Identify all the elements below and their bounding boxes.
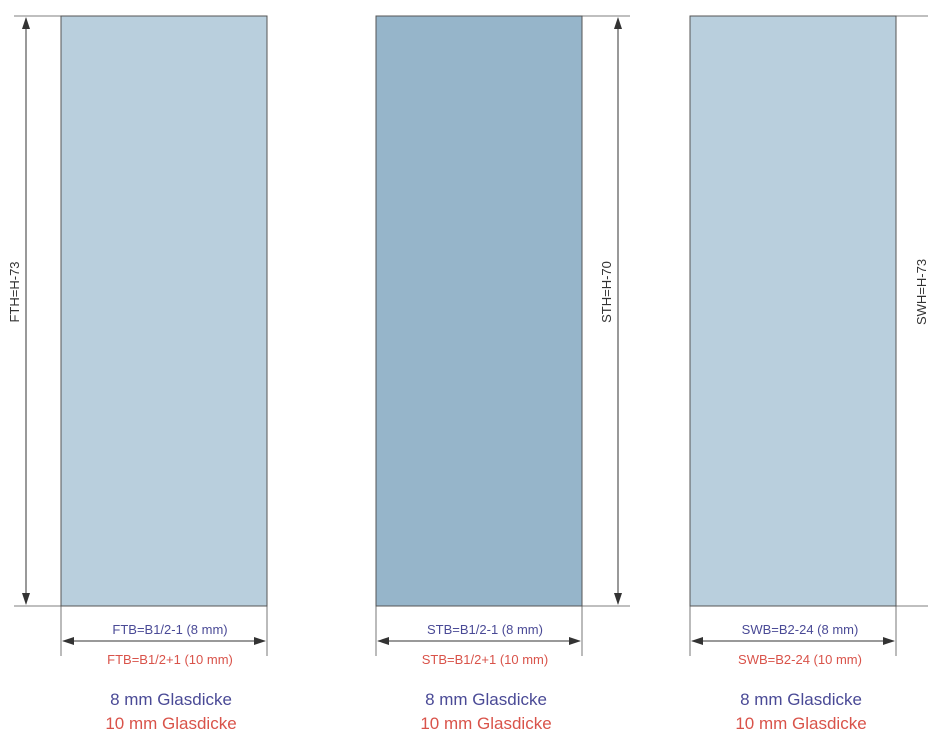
caption-10mm: 10 mm Glasdicke (420, 714, 551, 733)
height-label: STH=H-70 (599, 261, 614, 323)
caption-8mm: 8 mm Glasdicke (740, 690, 862, 709)
width-label-8mm: FTB=B1/2-1 (8 mm) (112, 622, 227, 637)
panel-ftb: FTH=H-73 FTB=B1/2-1 (8 mm) FTB=B1/2+1 (1… (7, 15, 268, 733)
height-label: FTH=H-73 (7, 261, 22, 322)
panel-stb: STH=H-70 STB=B1/2-1 (8 mm) STB=B1/2+1 (1… (375, 15, 630, 733)
width-label-8mm: SWB=B2-24 (8 mm) (742, 622, 859, 637)
caption-8mm: 8 mm Glasdicke (110, 690, 232, 709)
glass-pane-swb (689, 15, 897, 607)
caption-10mm: 10 mm Glasdicke (735, 714, 866, 733)
width-label-10mm: SWB=B2-24 (10 mm) (738, 652, 862, 667)
glass-pane-ftb (60, 15, 268, 607)
panel-swb: SWH=H-73 SWB=B2-24 (8 mm) SWB=B2-24 (10 … (689, 15, 928, 733)
caption-10mm: 10 mm Glasdicke (105, 714, 236, 733)
height-label: SWH=H-73 (914, 259, 928, 325)
width-label-10mm: STB=B1/2+1 (10 mm) (422, 652, 548, 667)
glass-pane-stb (375, 15, 583, 607)
width-label-8mm: STB=B1/2-1 (8 mm) (427, 622, 543, 637)
caption-8mm: 8 mm Glasdicke (425, 690, 547, 709)
width-label-10mm: FTB=B1/2+1 (10 mm) (107, 652, 233, 667)
